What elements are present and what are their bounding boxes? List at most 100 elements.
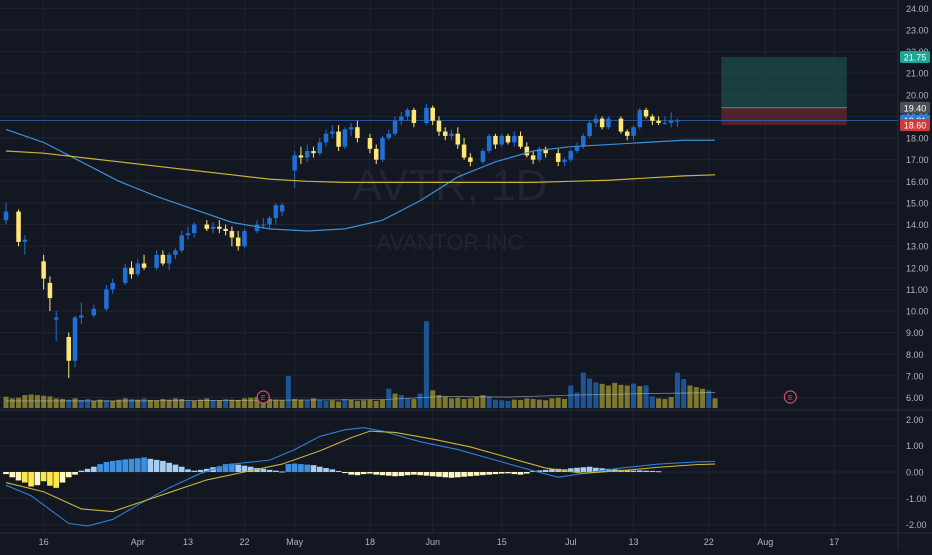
- volume-bar: [430, 390, 436, 408]
- earnings-marker-icon[interactable]: [256, 390, 270, 404]
- volume-bar: [172, 398, 178, 408]
- candle-body: [235, 237, 241, 247]
- candle-body: [562, 159, 567, 162]
- candle-body: [261, 224, 266, 226]
- macd-histogram-bar: [178, 466, 185, 472]
- volume-bar: [687, 385, 693, 408]
- candle-body: [135, 263, 141, 275]
- candle-body: [668, 120, 674, 123]
- macd-histogram-bar: [304, 464, 311, 472]
- volume-bar: [593, 382, 599, 408]
- macd-histogram-bar: [185, 469, 191, 472]
- volume-bar: [461, 398, 467, 408]
- macd-line: [5, 427, 716, 527]
- volume-bar: [22, 395, 28, 408]
- volume-bar: [499, 400, 505, 408]
- macd-histogram-bar: [555, 468, 562, 472]
- candle-body: [47, 282, 53, 299]
- time-tick-label: Apr: [131, 537, 145, 547]
- volume-bar: [536, 399, 542, 408]
- candle-body: [104, 289, 109, 309]
- volume-bar: [700, 388, 706, 408]
- time-tick-label: 18: [365, 537, 375, 547]
- volume-bar: [304, 400, 310, 408]
- volume-bar: [53, 398, 59, 408]
- macd-tick-label: 0.00: [906, 468, 924, 478]
- price-axis[interactable]: 6.00 7.00 8.00 9.00 10.00 11.00 12.00 13.00 14.0…: [900, 4, 930, 530]
- volume-bar: [649, 396, 655, 408]
- macd-histogram-bar: [342, 472, 348, 474]
- volume-bar: [486, 396, 492, 408]
- candle-body: [373, 148, 379, 160]
- volume-bar: [97, 399, 103, 408]
- candle-body: [618, 118, 624, 132]
- volume-bar: [706, 390, 712, 408]
- macd-histogram-bar: [34, 472, 41, 486]
- macd-histogram-bar: [291, 463, 298, 472]
- macd-histogram-bar: [593, 467, 599, 472]
- candle-body: [66, 336, 72, 361]
- volume-bar: [612, 382, 618, 408]
- profit-zone[interactable]: [721, 56, 847, 108]
- macd-histogram-bar: [536, 470, 543, 472]
- candle-body: [631, 127, 636, 136]
- macd-histogram-bar: [461, 472, 467, 477]
- volume-bar: [455, 397, 461, 408]
- volume-bar: [712, 398, 718, 408]
- loss-zone[interactable]: [721, 107, 847, 126]
- macd-histogram-bar: [197, 469, 204, 472]
- candle-body: [336, 131, 341, 147]
- candle-body: [348, 127, 354, 130]
- candle-body: [606, 118, 611, 128]
- time-axis[interactable]: 16 Apr 13 22 May 18 Jun 15 Jul 13 22 Aug 17: [39, 537, 840, 547]
- volume-bar: [530, 398, 536, 408]
- volume-bar: [379, 399, 386, 408]
- candle-body: [555, 153, 561, 162]
- candle-body: [568, 151, 574, 160]
- volume-bar: [693, 387, 699, 408]
- candle-body: [185, 233, 191, 236]
- macd-signal-line: [5, 430, 716, 513]
- risk-reward-tool[interactable]: [0, 56, 898, 126]
- volume-bar: [467, 398, 473, 408]
- volume-bar: [59, 398, 65, 408]
- macd-histogram-bar: [473, 472, 480, 476]
- volume-bar: [524, 398, 530, 408]
- earnings-marker-icon[interactable]: [783, 390, 797, 404]
- watermark: AVTR, 1D AVANTOR INC: [353, 161, 548, 255]
- price-tick-label: 6.00: [906, 393, 924, 403]
- macd-histogram-bar: [392, 472, 398, 477]
- candle-body: [675, 120, 680, 122]
- macd-histogram-bar: [367, 472, 373, 474]
- candle-body: [461, 144, 467, 158]
- candle-body: [399, 116, 404, 121]
- candle-body: [110, 282, 115, 290]
- candle-body: [436, 120, 442, 132]
- candle-body: [468, 157, 473, 162]
- volume-bar: [681, 379, 687, 408]
- candle-body: [204, 224, 210, 229]
- candle-body: [424, 107, 429, 123]
- macd-histogram-bar: [22, 472, 28, 483]
- price-tick-label: 9.00: [906, 328, 924, 338]
- price-label-text-stop: 18.60: [904, 121, 927, 131]
- candle-body: [524, 146, 530, 156]
- macd-histogram-bar: [28, 472, 34, 487]
- candle-body: [173, 250, 178, 255]
- volume-bar: [135, 399, 141, 408]
- macd-histogram-bar: [398, 472, 405, 476]
- volume-bar: [160, 398, 166, 408]
- time-tick-label: 17: [829, 537, 839, 547]
- candle-body: [298, 155, 304, 158]
- volume-bar: [354, 400, 360, 408]
- price-tick-label: 17.00: [906, 155, 929, 165]
- time-tick-label: May: [286, 537, 304, 547]
- volume-bar: [47, 396, 53, 408]
- macd-histogram-bar: [203, 468, 210, 472]
- candle-body: [380, 138, 385, 160]
- macd-tick-label: -2.00: [906, 520, 927, 530]
- time-tick-label: Aug: [757, 537, 773, 547]
- candle-body: [480, 151, 486, 162]
